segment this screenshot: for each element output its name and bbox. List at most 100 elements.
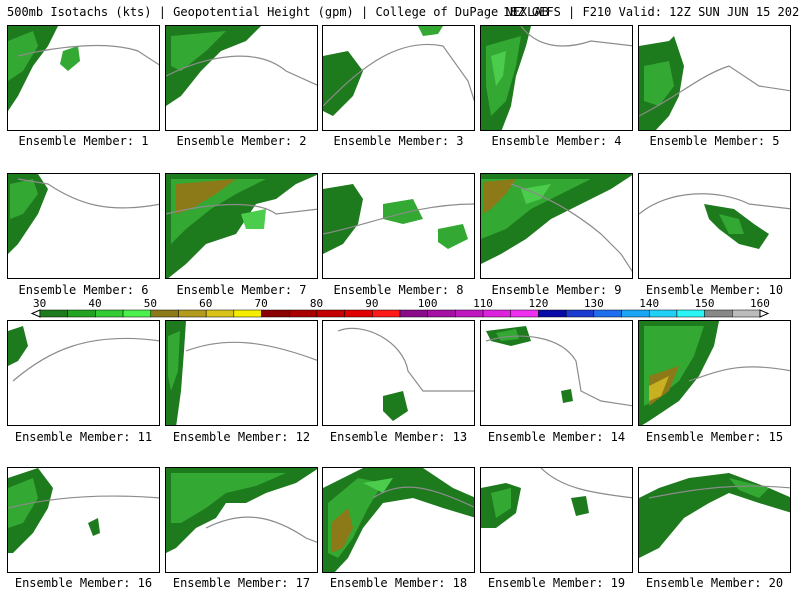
ensemble-panel-3 [322,25,475,131]
colorbar-tick-label: 160 [750,297,770,310]
ensemble-member-label: Ensemble Member: 19 [487,576,626,590]
isotach-map [485,326,632,407]
isotach-map [166,174,317,278]
header-title: 500mb Isotachs (kts) | Geopotential Heig… [7,5,549,19]
isotach-region [383,199,423,224]
colorbar-tick-label: 130 [584,297,604,310]
colorbar-swatch [538,309,567,318]
colorbar-swatch [676,309,705,318]
isotach-map [166,26,317,106]
ensemble-panel-13 [322,320,475,426]
colorbar-swatch [704,309,733,318]
colorbar-swatch [372,309,401,318]
colorbar-swatch [399,309,428,318]
geographic-border [166,55,317,86]
isotach-map [8,26,159,111]
isotach-region [10,179,38,219]
geographic-border [323,43,474,107]
ensemble-panel-5 [638,25,791,131]
geographic-border [166,203,317,215]
colorbar-tick-label: 70 [255,297,268,310]
geographic-border [510,183,632,273]
isotach-region [483,179,516,214]
ensemble-member-label: Ensemble Member: 10 [645,283,784,297]
isotach-region [491,488,511,518]
colorbar-swatch [427,309,456,318]
isotach-region [561,389,573,403]
colorbar: 30405060708090100110120130140150160170 [0,296,800,320]
ensemble-panel-11 [7,320,160,426]
header: 500mb Isotachs (kts) | Geopotential Heig… [0,0,800,22]
colorbar-tick-label: 120 [528,297,548,310]
ensemble-member-label: Ensemble Member: 20 [645,576,784,590]
ensemble-panel-6 [7,173,160,279]
ensemble-panel-14 [480,320,633,426]
isotach-region [60,46,80,71]
colorbar-tick-label: 40 [88,297,101,310]
isotach-region [383,391,408,421]
isotach-region [639,473,790,558]
isotach-map [166,468,317,553]
geographic-border [520,26,632,47]
geographic-border [540,468,632,499]
ensemble-panel-7 [165,173,318,279]
colorbar-tick-label: 110 [473,297,493,310]
isotach-map [639,473,790,558]
ensemble-panel-18 [322,467,475,573]
colorbar-tick-label: 60 [199,297,212,310]
geographic-border [8,495,159,509]
ensemble-panel-10 [638,173,791,279]
isotach-region [719,214,744,234]
ensemble-panel-15 [638,320,791,426]
isotach-region [176,179,236,214]
isotach-region [241,209,266,229]
colorbar-swatch [344,309,373,318]
colorbar-tick-label: 140 [639,297,659,310]
ensemble-member-label: Ensemble Member: 4 [491,134,622,148]
ensemble-member-label: Ensemble Member: 15 [645,430,784,444]
isotach-map [8,174,159,254]
colorbar-swatch [178,309,207,318]
geographic-border [185,341,317,361]
isotach-region [168,331,180,391]
ensemble-member-label: Ensemble Member: 12 [172,430,311,444]
ensemble-panel-2 [165,25,318,131]
colorbar-tick-label: 150 [695,297,715,310]
ensemble-member-label: Ensemble Member: 1 [18,134,149,148]
isotach-map [8,326,159,382]
isotach-region [481,179,591,239]
isotach-region [323,184,363,254]
colorbar-swatch [150,309,179,318]
geographic-border [12,337,159,382]
geographic-border [337,327,474,392]
colorbar-tick-label: 50 [144,297,157,310]
colorbar-swatch [565,309,595,318]
ensemble-panel-8 [322,173,475,279]
isotach-region [88,518,100,536]
isotach-region [8,326,28,366]
geographic-border [648,485,790,499]
colorbar-swatch [732,309,761,318]
isotach-map [639,36,790,130]
colorbar-swatch [621,309,650,318]
colorbar-swatch [205,309,235,318]
ensemble-panel-16 [7,467,160,573]
isotach-region [729,478,769,498]
isotach-region [418,26,443,36]
colorbar-swatch [95,309,124,318]
ensemble-panel-9 [480,173,633,279]
isotach-region [649,376,669,401]
geographic-border [17,178,159,209]
isotach-region [571,496,589,516]
ensemble-member-label: Ensemble Member: 2 [176,134,307,148]
isotach-map [639,321,790,425]
colorbar-tick-label: 90 [365,297,378,310]
colorbar-swatch [482,309,512,318]
ensemble-member-label: Ensemble Member: 14 [487,430,626,444]
isotach-map [166,321,317,425]
colorbar-tick-label: 80 [310,297,323,310]
geographic-border [485,335,632,407]
ensemble-member-label: Ensemble Member: 18 [329,576,468,590]
geographic-border [323,203,474,235]
isotach-map [323,468,474,572]
